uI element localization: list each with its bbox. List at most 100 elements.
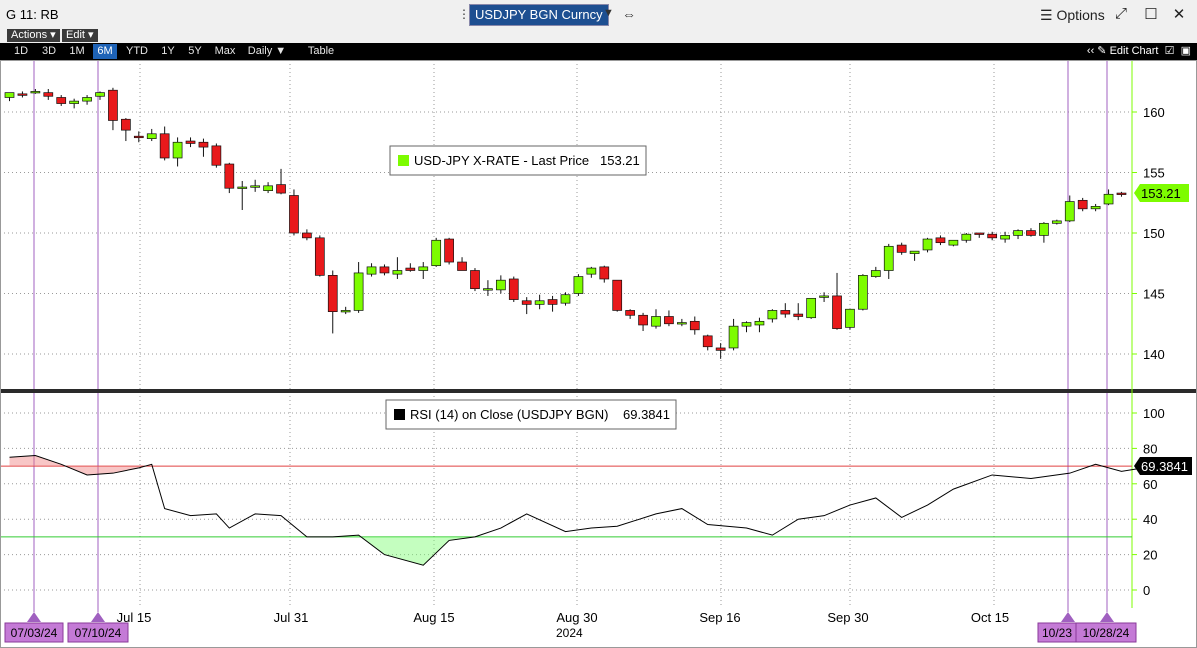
panel-divider[interactable] [1, 389, 1196, 393]
candle [806, 297, 817, 319]
price-legend[interactable]: USD-JPY X-RATE - Last Price 153.21 [389, 145, 647, 176]
rsi-tick-label: 100 [1143, 406, 1165, 421]
chart-settings-icon[interactable]: ☑ [1161, 45, 1175, 57]
candle [909, 250, 920, 261]
candle-body [922, 238, 933, 251]
candle-body [470, 270, 480, 290]
candle [508, 276, 519, 302]
price-legend-value: 153.21 [600, 153, 640, 168]
candle [858, 274, 868, 311]
last-price-tag-text: 153.21 [1141, 186, 1181, 201]
close-icon[interactable]: ✕ [1172, 6, 1186, 23]
last-price-tag: 153.21 [1134, 184, 1189, 202]
candle-body [1013, 230, 1023, 236]
table-button[interactable]: Table [307, 45, 335, 57]
rsi-tick-label: 20 [1143, 548, 1157, 563]
candle-body [1090, 206, 1101, 210]
rsi-line [9, 454, 1148, 566]
screenshot-icon[interactable]: ▣ [1177, 45, 1191, 57]
range-1y[interactable]: 1Y [161, 45, 175, 57]
edit-menu[interactable]: Edit ▾ [62, 29, 98, 42]
price-tick-label: 160 [1143, 105, 1165, 120]
candle [832, 272, 842, 330]
candle [379, 264, 390, 276]
candle [922, 237, 933, 253]
candle-body [418, 266, 429, 271]
candle-body [987, 233, 998, 239]
candle-body [431, 239, 442, 267]
candle-body [327, 275, 338, 313]
candle [289, 189, 299, 236]
maximize-icon[interactable]: ☐ [1144, 6, 1158, 23]
candle [340, 306, 351, 315]
chart-area[interactable]: 07/03/24 07/10/24 10/23 10/28/24 1401451501… [0, 60, 1197, 648]
ticker-input[interactable]: USDJPY BGN Curncy [469, 4, 609, 26]
candle-body [793, 313, 804, 317]
rsi-tick-label: 60 [1143, 477, 1157, 492]
range-1m[interactable]: 1M [69, 45, 85, 57]
candle-body [263, 185, 273, 191]
options-menu-button[interactable]: ☰ Options [1040, 7, 1105, 23]
candle-body [651, 316, 661, 327]
range-6m[interactable]: 6M [93, 44, 117, 59]
price-legend-swatch [398, 155, 409, 166]
link-icon[interactable]: ⇔ [622, 6, 636, 22]
candle [327, 270, 338, 334]
candlestick-series [4, 87, 1127, 359]
candle-body [1051, 220, 1062, 224]
candle-body [702, 335, 713, 348]
candle-body [276, 184, 286, 194]
candle-body [1026, 230, 1036, 236]
range-1d[interactable]: 1D [13, 45, 29, 57]
candle-body [43, 92, 54, 97]
candle [1116, 191, 1127, 197]
range-max[interactable]: Max [214, 45, 236, 57]
x-tick-label: Sep 16 [699, 610, 740, 625]
candle-body [366, 266, 377, 275]
event-marker-icon[interactable] [27, 612, 41, 622]
candle [689, 316, 700, 335]
candle-body [909, 250, 920, 254]
candle [43, 89, 54, 100]
candle [4, 92, 15, 102]
event-marker-icon[interactable] [1100, 612, 1114, 622]
candle [845, 308, 855, 330]
rsi-legend[interactable]: RSI (14) on Close (USDJPY BGN) 69.3841 [385, 399, 677, 430]
edit-chart-button[interactable]: Edit Chart [1109, 45, 1159, 57]
candle-body [547, 299, 558, 305]
candle [896, 242, 907, 255]
candle [1039, 222, 1049, 243]
candle-body [689, 320, 700, 331]
candle [95, 91, 105, 100]
drag-grip-icon[interactable]: ⋮ [458, 7, 470, 21]
range-5y[interactable]: 5Y [188, 45, 202, 57]
candle-body [599, 266, 610, 280]
event-marker-icon[interactable] [1061, 612, 1075, 622]
candle-body [444, 238, 454, 263]
collapse-icon[interactable]: ‹‹ [1086, 45, 1095, 57]
range-3d[interactable]: 3D [41, 45, 57, 57]
candle [470, 268, 480, 292]
candle-body [586, 267, 597, 275]
candle-body [379, 266, 390, 274]
popout-icon[interactable]: ⤢ [1114, 5, 1127, 22]
candle-body [961, 233, 972, 241]
period-dropdown[interactable]: Daily ▼ [247, 45, 287, 57]
candle [431, 237, 442, 267]
actions-menu[interactable]: Actions ▾ [7, 29, 60, 42]
range-ytd[interactable]: YTD [126, 45, 148, 57]
event-lines: 07/03/24 07/10/24 10/23 10/28/24 [4, 60, 1137, 643]
pencil-icon[interactable]: ✎ [1097, 45, 1107, 57]
candle-body [728, 325, 739, 349]
event-flag[interactable] [4, 622, 64, 643]
event-marker-icon[interactable] [91, 612, 105, 622]
price-tick-label: 155 [1143, 166, 1165, 181]
rsi-legend-label: RSI (14) on Close (USDJPY BGN) [410, 407, 608, 422]
event-flag[interactable] [1075, 622, 1137, 643]
ticker-dropdown-icon[interactable]: ▼ [603, 7, 614, 19]
candle [586, 266, 597, 278]
year-label: 2024 [556, 626, 583, 640]
event-flag[interactable] [67, 622, 129, 643]
rsi-tick-label: 80 [1143, 441, 1157, 456]
candle-body [521, 300, 532, 305]
